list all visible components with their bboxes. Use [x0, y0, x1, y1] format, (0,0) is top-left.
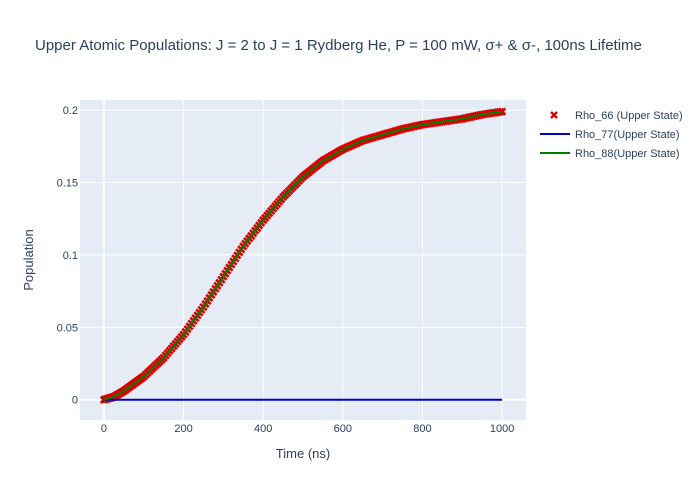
- y-tick-label: 0: [72, 395, 78, 407]
- chart-title: Upper Atomic Populations: J = 2 to J = 1…: [35, 37, 642, 54]
- x-tick-label: 0: [101, 423, 107, 435]
- legend-label: Rho_88(Upper State): [575, 148, 680, 160]
- legend-label: Rho_77(Upper State): [575, 129, 680, 141]
- series-layer: [99, 107, 507, 404]
- x-axis-ticks: 0 200 400 600 800 1000: [101, 423, 515, 435]
- legend-item[interactable]: Rho_66 (Upper State): [550, 110, 683, 122]
- x-tick-label: 200: [174, 423, 192, 435]
- y-tick-label: 0.1: [63, 250, 78, 262]
- y-tick-label: 0.05: [57, 322, 78, 334]
- y-axis-ticks: 0 0.05 0.1 0.15 0.2: [57, 105, 78, 407]
- y-tick-label: 0.2: [63, 105, 78, 117]
- legend-label: Rho_66 (Upper State): [575, 110, 683, 122]
- legend-item[interactable]: Rho_77(Upper State): [540, 129, 680, 141]
- legend[interactable]: Rho_66 (Upper State) Rho_77(Upper State) R…: [540, 110, 683, 160]
- x-tick-label: 1000: [490, 423, 514, 435]
- x-tick-label: 600: [334, 423, 352, 435]
- y-axis-title: Population: [21, 229, 36, 290]
- x-tick-label: 800: [413, 423, 431, 435]
- x-tick-label: 400: [254, 423, 272, 435]
- legend-item[interactable]: Rho_88(Upper State): [540, 148, 680, 160]
- y-tick-label: 0.15: [57, 178, 78, 190]
- legend-marker-x: [550, 111, 558, 119]
- x-axis-title: Time (ns): [276, 446, 330, 461]
- series-rho-88-line: [103, 110, 503, 401]
